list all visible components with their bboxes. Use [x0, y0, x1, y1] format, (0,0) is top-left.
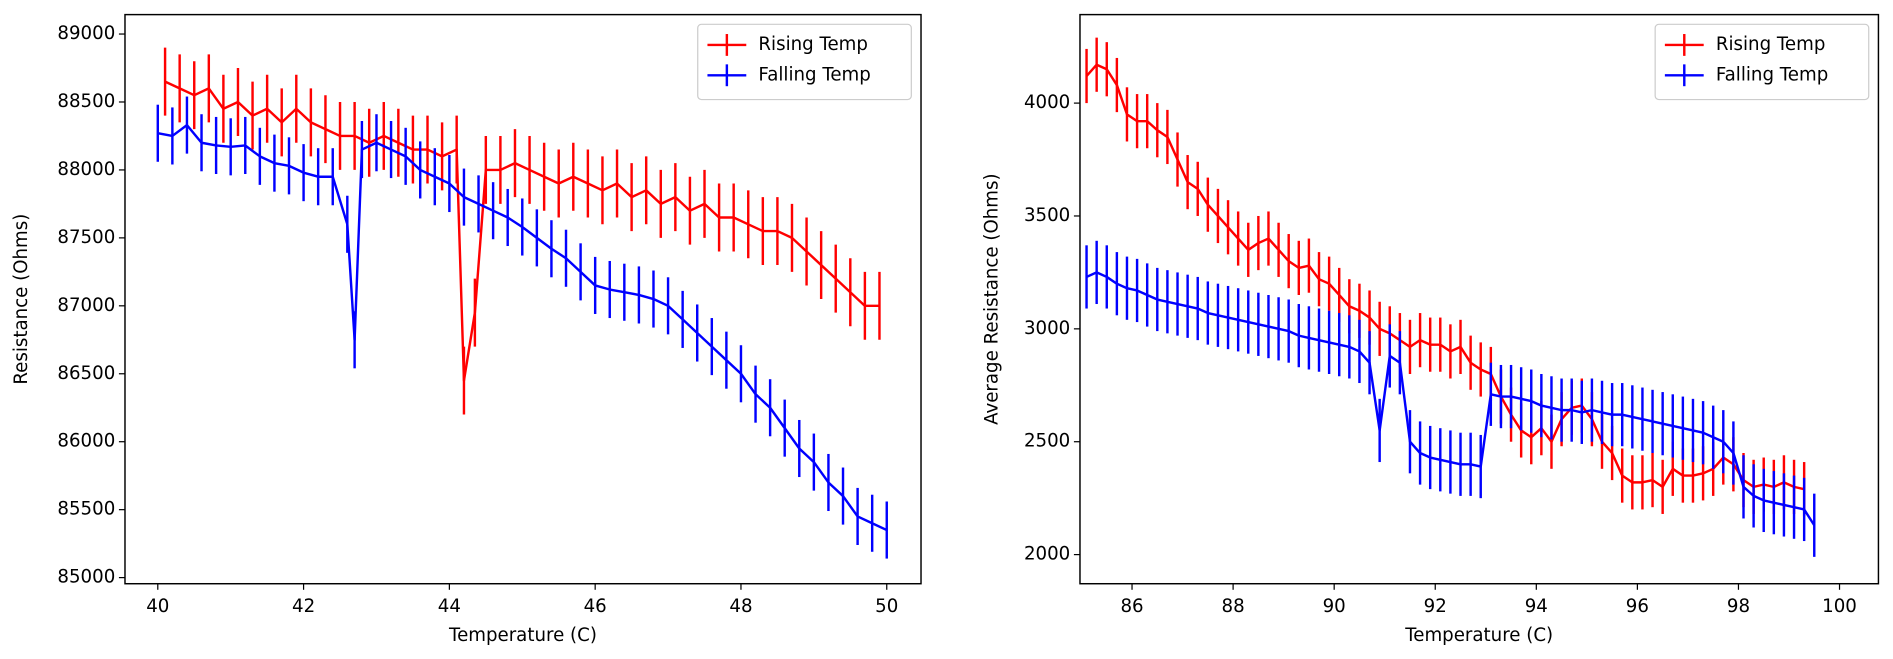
- plot-area: [1085, 37, 1816, 557]
- y-tick-label: 4000: [1024, 92, 1070, 113]
- x-tick-label: 40: [146, 596, 169, 617]
- x-tick-label: 90: [1323, 596, 1346, 617]
- y-tick-label: 87000: [57, 295, 115, 316]
- y-axis-label: Resistance (Ohms): [11, 214, 32, 385]
- legend-label: Falling Temp: [1716, 64, 1828, 85]
- y-tick-label: 85500: [57, 499, 115, 520]
- y-axis-label: Average Resistance (Ohms): [982, 173, 1003, 424]
- legend-box: [1654, 23, 1870, 101]
- y-tick-label: 86500: [57, 363, 115, 384]
- x-tick-label: 100: [1822, 596, 1857, 617]
- y-tick-label: 88500: [57, 91, 115, 112]
- x-tick-label: 96: [1626, 596, 1649, 617]
- x-tick-label: 44: [438, 596, 461, 617]
- y-tick-label: 88000: [57, 159, 115, 180]
- x-tick-label: 98: [1727, 596, 1750, 617]
- x-tick-label: 48: [729, 596, 752, 617]
- y-tick-label: 2500: [1024, 431, 1070, 452]
- x-axis-label: Temperature (C): [448, 625, 597, 646]
- legend-label: Rising Temp: [1716, 34, 1826, 55]
- x-tick-label: 42: [292, 596, 315, 617]
- legend: Rising Temp Falling Temp: [1654, 23, 1870, 101]
- x-tick-label: 86: [1120, 596, 1143, 617]
- x-tick-label: 92: [1424, 596, 1447, 617]
- y-tick-label: 86000: [57, 431, 115, 452]
- legend: Rising Temp Falling Temp: [697, 23, 912, 101]
- series-line: [1086, 271, 1816, 526]
- y-tick-label: 3500: [1024, 205, 1070, 226]
- legend-label: Falling Temp: [758, 64, 870, 85]
- y-tick-label: 85000: [57, 567, 115, 588]
- y-tick-label: 3000: [1024, 318, 1070, 339]
- axes-frame: [1079, 13, 1880, 585]
- x-tick-label: 50: [875, 596, 898, 617]
- series-line: [164, 80, 880, 382]
- x-tick-label: 94: [1525, 596, 1548, 617]
- x-axis-label: Temperature (C): [1404, 625, 1553, 646]
- y-tick-label: 89000: [57, 23, 115, 44]
- x-tick-label: 46: [584, 596, 607, 617]
- legend-box: [697, 23, 912, 101]
- y-tick-label: 87500: [57, 227, 115, 248]
- series-line: [1085, 63, 1805, 491]
- axes-frame: [124, 13, 922, 585]
- y-tick-label: 2000: [1024, 544, 1070, 565]
- series-line: [157, 123, 888, 532]
- plot-area: [156, 47, 888, 559]
- legend-label: Rising Temp: [758, 34, 868, 55]
- x-tick-label: 88: [1222, 596, 1245, 617]
